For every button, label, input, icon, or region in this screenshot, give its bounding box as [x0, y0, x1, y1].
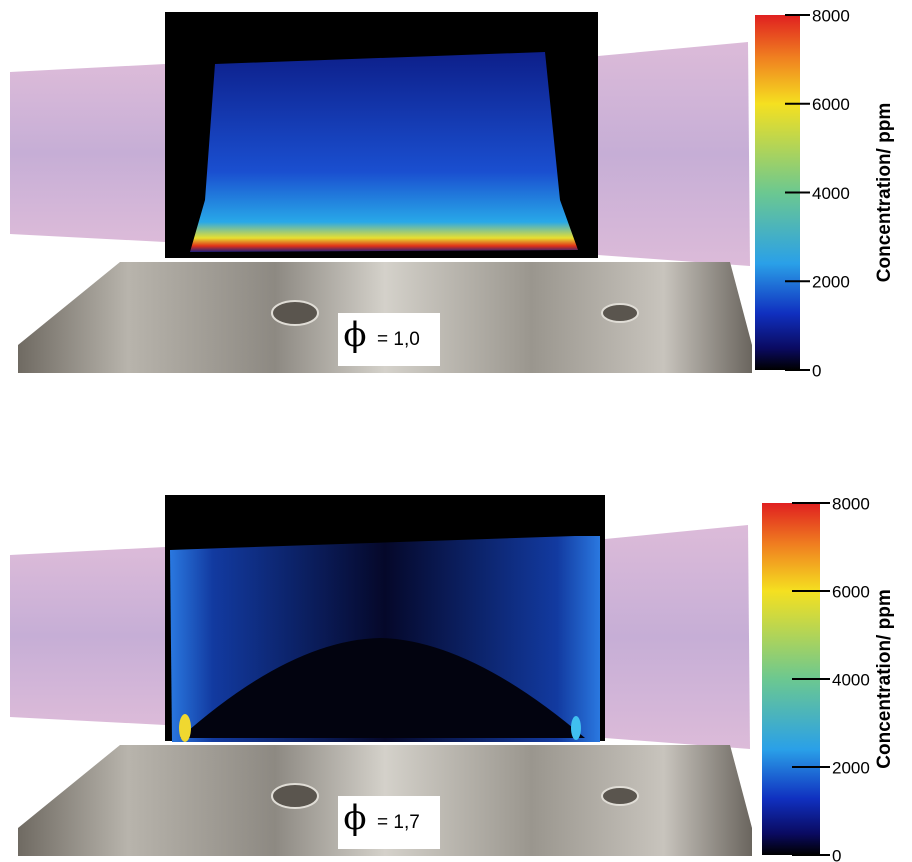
phi-symbol: ϕ — [343, 315, 366, 355]
colorbar-tick-label: 6000 — [832, 582, 870, 601]
colorbar-tick-label: 8000 — [812, 6, 850, 25]
colorbar-tick-label: 6000 — [812, 95, 850, 114]
flame-hotspot — [571, 716, 581, 740]
laser-sheet — [598, 42, 750, 266]
phi-value: = 1,0 — [377, 329, 420, 350]
laser-sheet — [605, 525, 750, 749]
laser-sheet — [10, 64, 165, 242]
phi-value: = 1,7 — [377, 812, 420, 833]
colorbar-tick-label: 4000 — [812, 184, 850, 203]
colorbar-label: Concentration/ ppm — [874, 589, 895, 768]
panel: ϕ = 1,7 0 2000 4000 6000 8000 Concentration/ pp… — [10, 494, 895, 862]
burner-hole — [272, 784, 318, 808]
phi-symbol: ϕ — [343, 798, 366, 838]
flame — [190, 52, 578, 252]
figure: ϕ = 1,0 0 2000 4000 6000 8000 Concentration/ pp… — [0, 0, 912, 862]
colorbar-tick-label: 8000 — [832, 494, 870, 513]
burner-hole — [602, 787, 638, 805]
colorbar-tick-label: 4000 — [832, 670, 870, 689]
colorbar-label: Concentration/ ppm — [874, 103, 895, 282]
colorbar-tick-label: 2000 — [832, 758, 870, 777]
burner-hole — [272, 301, 318, 325]
panel: ϕ = 1,0 0 2000 4000 6000 8000 Concentration/ pp… — [10, 6, 895, 380]
burner-hole — [602, 304, 638, 322]
colorbar-tick-label: 0 — [812, 361, 821, 380]
laser-sheet — [10, 547, 165, 725]
colorbar-tick-label: 0 — [832, 846, 841, 862]
flame-hotspot — [179, 714, 191, 742]
colorbar-tick-label: 2000 — [812, 273, 850, 292]
